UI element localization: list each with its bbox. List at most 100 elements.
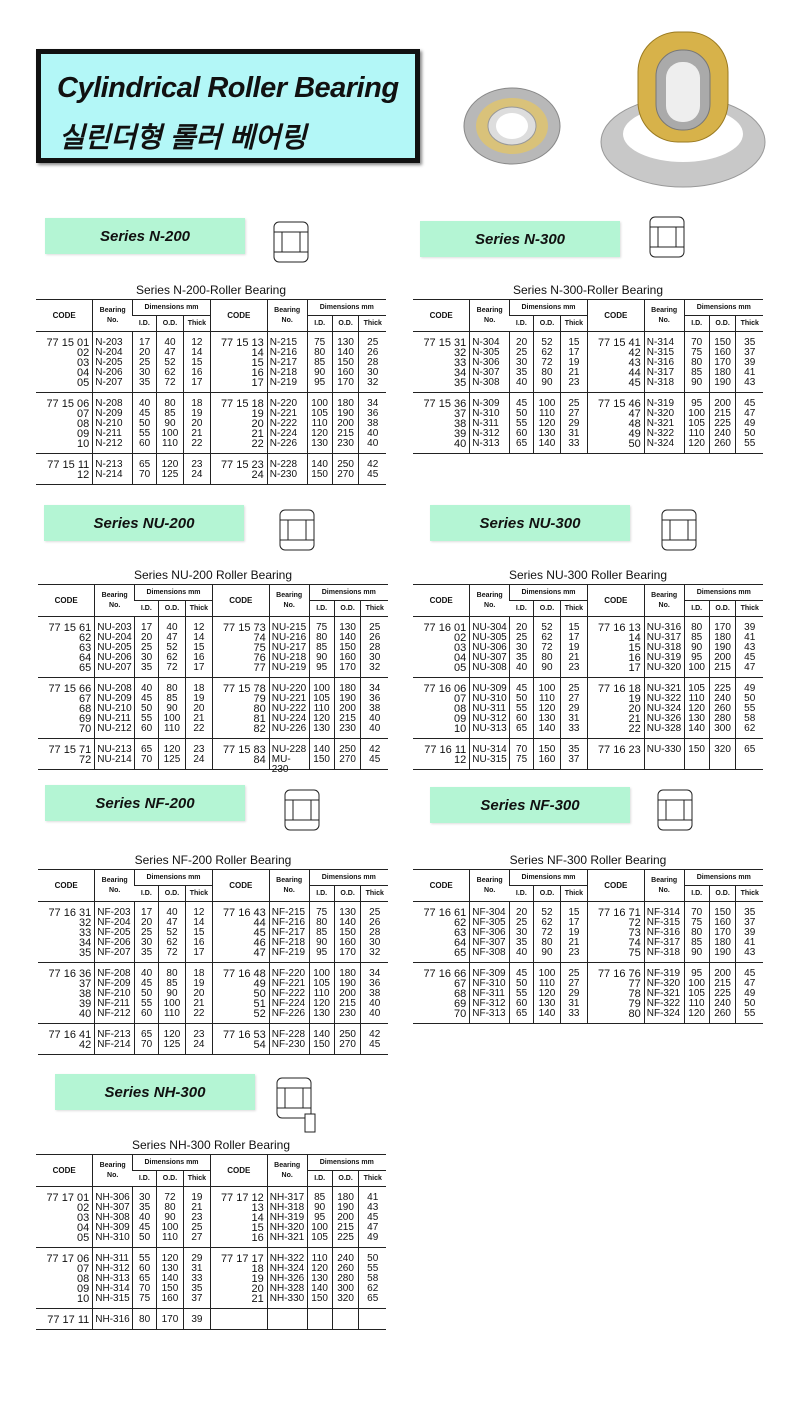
series-label: Series N-300 <box>420 221 620 257</box>
cell-code: 77 16 31 32 33 34 35 <box>38 901 95 963</box>
cell-thick: 18 19 20 21 22 <box>182 392 211 454</box>
id-value: 110 <box>688 998 705 1009</box>
code-value: 16 <box>628 652 641 664</box>
table-row-group: 77 17 11 NH-316 80 170 39 <box>36 1308 386 1330</box>
thick-value: 29 <box>568 418 580 429</box>
bearing-no-value: N-224 <box>269 428 298 439</box>
thick-value: 21 <box>568 367 580 378</box>
header-dimensions: Dimensions mm <box>683 585 763 601</box>
cell-bearing-no: N-208 N-209 N-210 N-211 N-212 <box>92 392 133 454</box>
code-value: 70 <box>454 1008 467 1020</box>
code-value: 38 <box>79 988 92 1000</box>
od-value: 120 <box>161 459 179 470</box>
id-value: 95 <box>691 398 703 409</box>
code-value: 51 <box>253 998 266 1010</box>
bearing-no-value: N-312 <box>472 428 500 439</box>
cell-od: 100 110 120 130 140 <box>533 962 561 1024</box>
bearing-no-value: NF-322 <box>646 998 681 1009</box>
cell-od: 225 240 260 280 300 <box>708 677 736 739</box>
cell-id: 95 100 105 110 120 <box>683 962 710 1024</box>
id-value: 75 <box>139 1293 151 1304</box>
code-value: 63 <box>79 642 92 654</box>
code-value: 77 15 31 <box>423 337 467 349</box>
bearing-no-value: NU-326 <box>646 713 682 724</box>
code-value: 37 <box>79 978 92 990</box>
bearing-no-value: NF-218 <box>271 937 306 948</box>
bearing-no-value: NH-312 <box>95 1263 130 1274</box>
header-od: O.D. <box>158 885 186 902</box>
header-bearing-no: Bearing No. <box>94 870 135 902</box>
header-code: CODE <box>586 300 645 332</box>
id-value: 45 <box>141 693 153 704</box>
thick-value: 22 <box>193 723 205 734</box>
od-value: 100 <box>538 683 556 694</box>
code-value: 69 <box>454 998 467 1010</box>
code-value: 02 <box>77 347 90 359</box>
header-dimensions: Dimensions mm <box>509 300 588 316</box>
od-value: 140 <box>161 1273 179 1284</box>
cell-od: 180 190 200 215 230 <box>331 392 359 454</box>
bearing-no-value: N-209 <box>95 408 123 419</box>
od-value: 300 <box>337 1283 354 1294</box>
od-value: 230 <box>339 723 356 734</box>
header-thick: Thick <box>735 315 763 332</box>
bearing-no-value: N-307 <box>472 367 500 378</box>
cell-bearing-no: N-203 N-204 N-205 N-206 N-207 <box>92 331 133 393</box>
thick-value: 31 <box>191 1263 203 1274</box>
thick-value: 47 <box>367 1222 379 1233</box>
od-value: 72 <box>166 662 178 673</box>
bearing-no-value: NU-224 <box>271 713 307 724</box>
thick-value: 32 <box>367 377 379 388</box>
id-value: 65 <box>516 723 528 734</box>
id-value: 150 <box>313 1039 330 1050</box>
header-code: CODE <box>209 300 268 332</box>
table-title: Series NU-200 Roller Bearing <box>38 565 388 585</box>
bearing-no-value: NF-312 <box>472 998 506 1009</box>
bearing-no-value: NH-306 <box>95 1192 130 1203</box>
od-value: 150 <box>161 1283 179 1294</box>
od-value: 72 <box>541 927 553 938</box>
table-row-group: 77 16 66 67 68 69 70 NF-309 NF-310 NF-311 NF-312… <box>413 962 763 1024</box>
bearing-no-value: N-317 <box>646 367 675 378</box>
id-value: 25 <box>516 632 528 643</box>
code-value: 77 15 61 <box>48 622 92 634</box>
od-value: 250 <box>337 459 354 470</box>
id-value: 55 <box>516 988 528 999</box>
od-value: 215 <box>339 713 356 724</box>
code-value: 45 <box>253 927 266 939</box>
id-value: 60 <box>141 723 153 734</box>
bearing-no-value: NU-210 <box>97 703 132 714</box>
bearing-no-value: N-205 <box>95 357 123 368</box>
id-value: 85 <box>691 632 703 643</box>
thick-value: 23 <box>191 459 203 470</box>
code-value: 77 16 61 <box>423 907 467 919</box>
od-value: 170 <box>714 622 731 633</box>
od-value: 180 <box>339 683 356 694</box>
cell-code: 77 16 43 44 45 46 47 <box>211 901 270 963</box>
bearing-no-value: NF-220 <box>271 968 306 979</box>
cell-thick: 29 31 33 35 37 <box>182 1247 211 1309</box>
od-value: 100 <box>161 1222 179 1233</box>
id-value: 105 <box>313 693 330 704</box>
cell-od: 130 140 150 160 170 <box>331 331 359 393</box>
id-value: 130 <box>313 723 330 734</box>
thick-value: 29 <box>568 988 580 999</box>
thick-value: 55 <box>744 703 756 714</box>
bearing-no-value: NH-326 <box>269 1273 305 1284</box>
id-value: 100 <box>311 1222 328 1233</box>
header-od: O.D. <box>533 315 561 332</box>
bearing-no-value: NU-218 <box>271 652 307 663</box>
thick-value: 39 <box>744 622 756 633</box>
od-value: 72 <box>541 357 553 368</box>
code-value: 75 <box>628 947 641 959</box>
bearing-no-value: NH-310 <box>95 1232 130 1243</box>
id-value: 55 <box>141 998 153 1009</box>
id-value: 35 <box>141 947 153 958</box>
cell-thick: 12 14 15 16 17 <box>184 901 213 963</box>
bearing-no-value: NF-203 <box>97 907 131 918</box>
od-value: 260 <box>714 438 731 449</box>
code-value: 33 <box>454 357 467 369</box>
od-value: 160 <box>714 347 731 358</box>
bearing-no-value: NU-308 <box>472 662 507 673</box>
bearing-no-value: NF-315 <box>646 917 681 928</box>
